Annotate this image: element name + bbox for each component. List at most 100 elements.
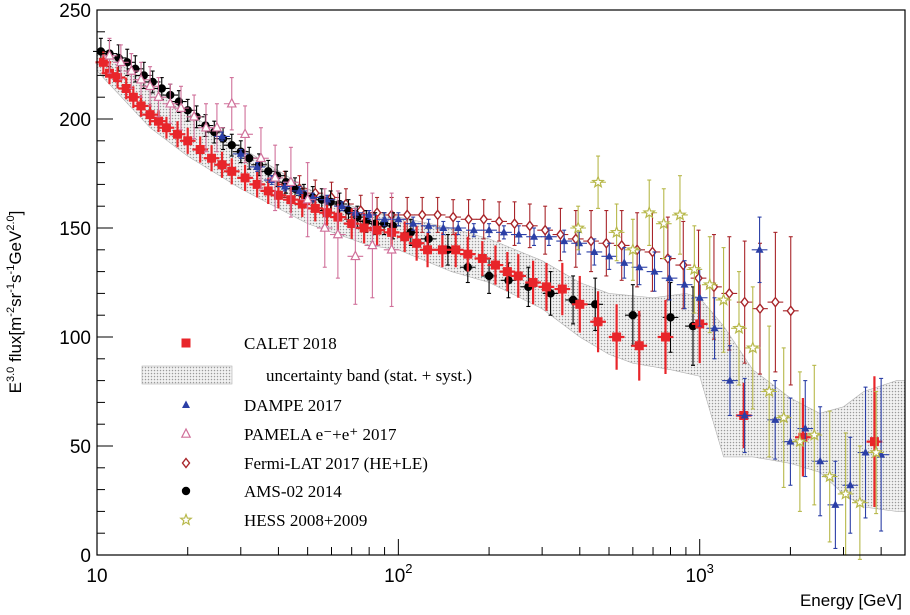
dampe-point [831,500,840,508]
series-triangle-open [101,37,400,308]
hess-point [852,495,867,509]
y-axis-title-part: sr [6,292,25,307]
y-axis-title-superscript: -2 [5,307,17,317]
legend-swatch-square [181,338,191,348]
fermi-point [494,215,504,228]
ams-point [666,313,675,322]
plot-frame [96,9,906,556]
dampe-point [253,162,262,170]
calet-point [451,245,461,255]
dampe-point [680,280,689,288]
calet-point [575,299,585,309]
dampe-point [514,230,523,238]
x-tick-label: 103 [686,561,714,587]
calet-point [463,249,473,259]
dampe-point [337,201,346,210]
calet-point [412,238,422,248]
calet-point [297,199,307,209]
ams-point [628,311,638,320]
dampe-point [394,214,403,223]
y-tick-label: 50 [70,437,91,458]
fermi-point [648,246,657,258]
legend-swatch-band [141,365,233,385]
calet-point [136,101,146,111]
dampe-point [409,219,418,227]
legend-label: DAMPE 2017 [244,396,342,415]
hess-point [642,205,657,219]
x-tick-label: 102 [384,561,412,587]
pamela-point [165,97,176,108]
dampe-point [740,410,749,419]
calet-point [154,116,164,126]
calet-point [528,278,538,287]
fermi-point [540,224,550,236]
legend-label: HESS 2008+2009 [244,511,367,530]
pamela-point [135,73,147,84]
calet-point [207,153,217,163]
legend-label: Fermi-LAT 2017 (HE+LE) [244,454,428,473]
calet-point [634,341,644,351]
y-axis-title-superscript: 3.0 [5,367,17,382]
axis-titles: Energy [GeV] E3.0 flux[m-2sr-1s-1GeV2.0] [5,211,902,610]
dampe-point [710,323,719,332]
series-layer [93,37,890,560]
dampe-point [439,223,448,231]
dampe-point [308,192,317,201]
calet-point [263,186,273,196]
dampe-point [605,251,614,260]
hess-point [869,445,884,459]
dampe-point [424,221,433,229]
calet-point [372,225,382,235]
hess-point [776,410,791,424]
calet-point [173,129,183,139]
legend-swatch-diamond-open [181,457,191,469]
calet-point [322,208,332,218]
dampe-point [755,245,764,253]
dampe-point [786,437,795,445]
fermi-point [724,287,734,300]
dampe-point [620,258,629,266]
ams-point [504,276,513,285]
y-tick-label: 200 [59,110,91,131]
y-tick-label: 150 [59,219,91,240]
pamela-point [126,64,137,75]
pamela-point [115,56,127,67]
calet-point [502,267,512,277]
dampe-point [560,236,569,245]
calet-point [161,123,171,133]
pamela-point [332,228,344,239]
dampe-point [801,424,810,432]
dampe-point [590,247,599,255]
fermi-point [771,296,780,308]
hess-point [591,174,605,189]
calet-point [437,245,447,255]
dampe-point [236,149,245,157]
y-axis-title: E3.0 flux[m-2sr-1s-1GeV2.0] [5,211,25,394]
x-tick-label: 10 [86,566,107,587]
calet-point [660,332,670,342]
calet-point [593,317,603,327]
dampe-point [635,262,644,271]
pamela-point [386,243,397,254]
calet-point [400,232,410,242]
fermi-point [448,211,458,223]
pamela-point [188,110,200,121]
pamela-point [175,101,187,112]
calet-point [557,284,567,294]
hess-point [673,207,687,221]
hess-point [793,434,807,448]
hess-point [687,262,702,276]
dampe-point [365,210,374,218]
hess-point [822,469,837,483]
calet-point [240,173,250,183]
y-tick-label: 100 [59,328,91,349]
fermi-point [601,237,611,249]
pamela-point [269,171,281,182]
calet-point [227,166,237,176]
ams-point [264,167,273,176]
pamela-point [302,193,313,204]
pamela-point [200,121,212,132]
y-axis-title-superscript: -1 [5,283,17,293]
fermi-point [678,259,688,271]
calet-point [513,271,523,281]
